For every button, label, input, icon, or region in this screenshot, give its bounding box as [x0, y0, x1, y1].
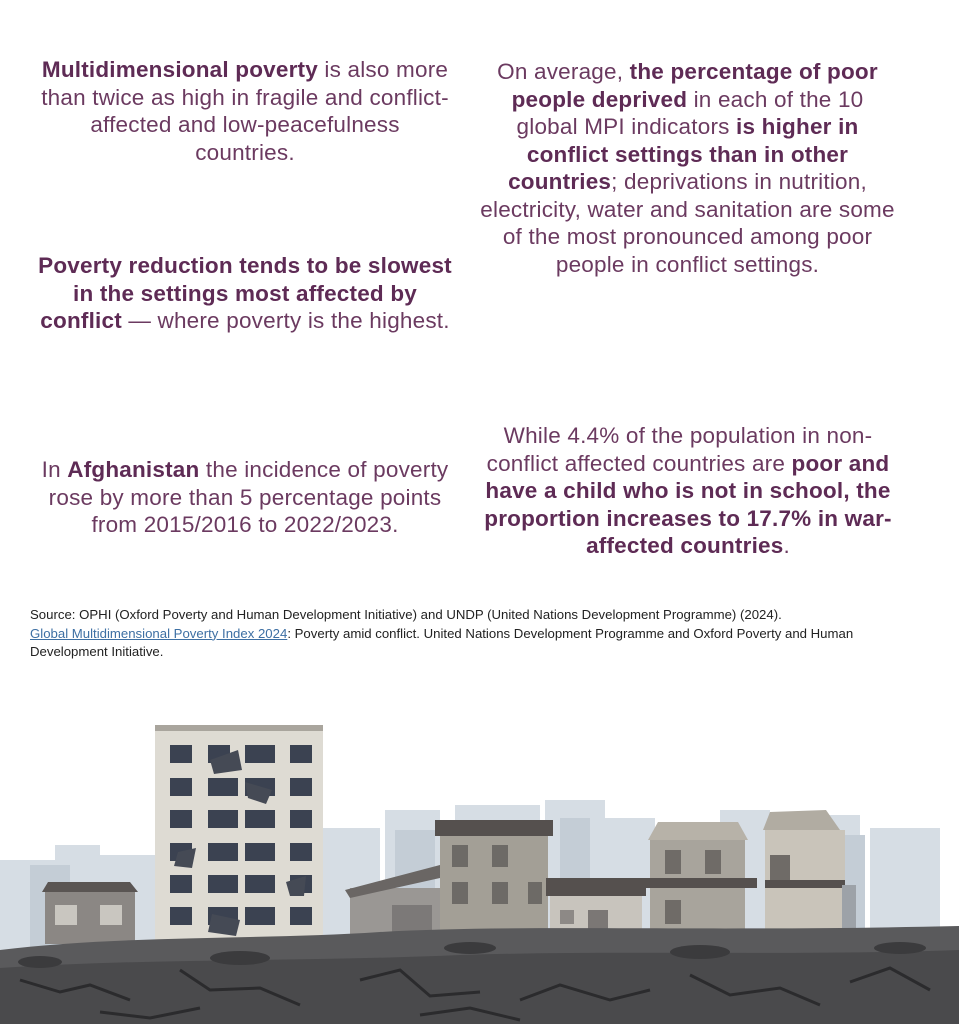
- body-text: While 4.4% of the population in non-conf…: [486, 423, 873, 476]
- small-house-left: [42, 882, 138, 944]
- emphasis-text: Poverty reduction tends to be slowest in…: [38, 253, 452, 333]
- body-text: In: [41, 457, 68, 482]
- fact-afghanistan: In Afghanistan the incidence of poverty …: [30, 456, 460, 539]
- emphasis-text: Multidimensional poverty: [41, 57, 318, 82]
- body-text: the incidence of poverty rose by more th…: [48, 457, 449, 537]
- report-link[interactable]: Global Multidimensional Poverty Index 20…: [30, 625, 288, 641]
- emphasis-text: Afghanistan: [67, 457, 200, 482]
- emphasis-text: the percentage of poor people deprived: [511, 59, 878, 112]
- source-citation: Source: OPHI (Oxford Poverty and Human D…: [30, 606, 910, 662]
- emphasis-text: poor and have a child who is not in scho…: [484, 450, 892, 559]
- fact-children-not-in-school: While 4.4% of the population in non-conf…: [478, 422, 898, 560]
- damaged-apartment: [435, 820, 553, 942]
- corner-building: [763, 810, 856, 945]
- tall-damaged-building: [155, 725, 323, 940]
- body-text: in each of the 10 global MPI indicators: [516, 86, 864, 140]
- fact-multidimensional-poverty: Multidimensional poverty is also more th…: [40, 56, 450, 166]
- balcony-building: [645, 822, 757, 945]
- emphasis-text: is higher in conflict settings than in o…: [508, 114, 859, 194]
- source-suffix: : Poverty amid conflict. United Nations …: [30, 625, 854, 660]
- fact-poverty-reduction: Poverty reduction tends to be slowest in…: [30, 252, 460, 335]
- body-text: — where poverty is the highest.: [121, 308, 450, 333]
- rubble-ground: [0, 926, 959, 1024]
- source-prefix: Source: OPHI (Oxford Poverty and Human D…: [30, 607, 782, 622]
- body-text: On average,: [497, 59, 630, 84]
- body-text: ; deprivations in nutrition, electricity…: [480, 169, 895, 277]
- body-text: .: [783, 533, 790, 558]
- fact-deprivation-indicators: On average, the percentage of poor peopl…: [480, 58, 895, 278]
- body-text: is also more than twice as high in fragi…: [41, 57, 449, 165]
- war-damaged-city-illustration: [0, 725, 959, 1024]
